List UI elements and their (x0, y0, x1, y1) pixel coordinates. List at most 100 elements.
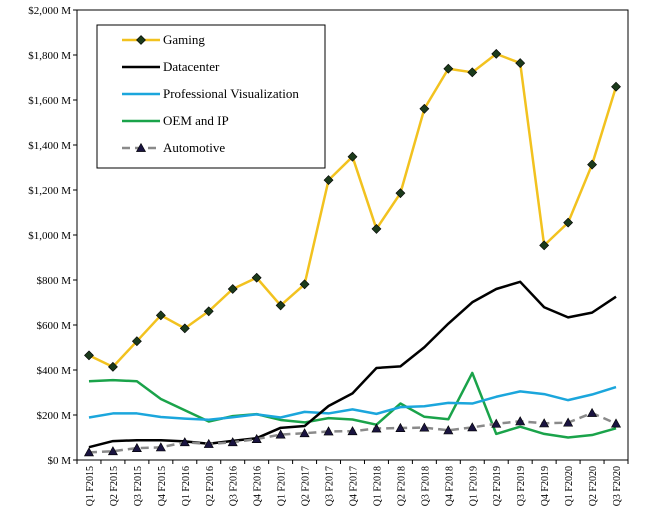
gaming-point (563, 217, 574, 228)
automotive-point (107, 446, 118, 456)
gaming-point (467, 67, 478, 78)
x-tick-label: Q3 F2018 (420, 466, 431, 506)
x-tick-label: Q4 F2019 (540, 466, 551, 506)
automotive-point (563, 417, 574, 427)
legend-label: OEM and IP (163, 113, 229, 128)
gaming-point (539, 240, 550, 251)
automotive-point (155, 442, 166, 452)
y-tick-label: $1,600 M (28, 95, 71, 107)
automotive-point (587, 407, 598, 417)
x-tick-label: Q2 F2016 (205, 466, 216, 506)
y-tick-label: $800 M (36, 275, 71, 287)
x-tick-label: Q1 F2019 (468, 466, 479, 506)
y-tick-label: $0 M (47, 455, 71, 467)
x-tick-label: Q2 F2018 (396, 466, 407, 506)
automotive-point (179, 437, 190, 447)
professional-visualization-line (88, 385, 617, 421)
x-tick-label: Q2 F2020 (588, 466, 599, 506)
legend-item-professional-visualization: Professional Visualization (122, 86, 299, 101)
y-axis: $0 M $200 M $400 M $600 M $800 M $1,000 M $1,2… (28, 5, 77, 467)
gaming-point (108, 361, 118, 372)
automotive-point (419, 422, 430, 432)
legend-label: Professional Visualization (163, 86, 299, 101)
y-tick-label: $400 M (36, 365, 71, 377)
gaming-point (587, 159, 597, 170)
x-tick-label: Q4 F2015 (157, 466, 168, 506)
legend-label: Datacenter (163, 59, 220, 74)
legend-point (135, 142, 147, 152)
x-tick-label: Q1 F2017 (277, 466, 288, 506)
gaming-point (203, 306, 214, 317)
gaming-point (419, 103, 430, 114)
x-tick-label: Q3 F2017 (325, 466, 336, 506)
y-tick-label: $1,400 M (28, 140, 71, 152)
automotive-point (539, 418, 550, 428)
legend-item-gaming: Gaming (122, 32, 205, 47)
y-tick-label: $1,000 M (28, 230, 71, 242)
automotive-point (275, 429, 286, 439)
y-tick-label: $1,200 M (28, 185, 71, 197)
x-tick-label: Q2 F2019 (492, 466, 503, 506)
series-professional-visualization (88, 385, 617, 421)
legend-label: Gaming (163, 32, 205, 47)
legend-item-datacenter: Datacenter (122, 59, 220, 74)
gaming-point (515, 58, 526, 69)
y-tick-label: $600 M (36, 320, 71, 332)
x-axis: Q1 F2015 Q2 F2015 Q3 F2015 Q4 F2015 Q1 F2016… (76, 460, 629, 506)
y-tick-label: $200 M (36, 410, 71, 422)
legend-item-oem-and-ip: OEM and IP (122, 113, 229, 128)
series-oem-and-ip (88, 371, 617, 439)
series-datacenter (88, 280, 617, 449)
automotive-point (251, 433, 262, 443)
legend-label: Automotive (163, 140, 225, 155)
y-tick-label: $2,000 M (28, 5, 71, 17)
automotive-point (203, 438, 214, 448)
automotive-point (611, 418, 622, 428)
gaming-point (275, 300, 286, 311)
automotive-point (299, 428, 310, 438)
x-tick-label: Q2 F2015 (109, 466, 120, 506)
x-tick-label: Q3 F2020 (612, 466, 623, 506)
automotive-point (443, 425, 454, 435)
legend-box (96, 24, 326, 169)
automotive-point (227, 437, 238, 447)
automotive-point (491, 418, 502, 428)
x-tick-label: Q1 F2016 (181, 466, 192, 506)
series-automotive (83, 407, 622, 457)
y-tick-label: $1,800 M (28, 50, 71, 62)
automotive-point (347, 426, 358, 436)
legend: Gaming Datacenter Professional Visualizati… (96, 24, 326, 169)
automotive-point (131, 442, 142, 452)
gaming-point (84, 350, 94, 361)
gaming-point (443, 63, 454, 74)
x-tick-label: Q1 F2018 (372, 466, 383, 506)
gaming-point (371, 224, 382, 234)
x-tick-label: Q2 F2017 (301, 466, 312, 506)
legend-point (136, 35, 146, 45)
gaming-point (395, 188, 406, 199)
x-tick-label: Q1 F2015 (85, 466, 96, 506)
automotive-point (371, 423, 382, 433)
gaming-point (155, 310, 166, 321)
x-tick-label: Q3 F2019 (516, 466, 527, 506)
gaming-point (131, 336, 142, 347)
gaming-point (491, 48, 502, 59)
automotive-point (323, 426, 334, 436)
gaming-point (299, 279, 310, 290)
series-lines (83, 48, 622, 457)
x-tick-label: Q1 F2020 (564, 466, 575, 506)
x-tick-label: Q4 F2018 (444, 466, 455, 506)
legend-item-automotive: Automotive (122, 140, 225, 155)
series-gaming (84, 48, 621, 372)
gaming-point (323, 175, 334, 186)
datacenter-line (88, 280, 617, 449)
x-tick-label: Q3 F2015 (133, 466, 144, 506)
automotive-point (83, 447, 94, 457)
gaming-point (611, 81, 621, 92)
gaming-point (227, 284, 238, 294)
x-tick-label: Q3 F2016 (229, 466, 240, 506)
gaming-point (347, 151, 358, 162)
gaming-point (179, 323, 190, 334)
x-tick-label: Q4 F2016 (253, 466, 264, 506)
